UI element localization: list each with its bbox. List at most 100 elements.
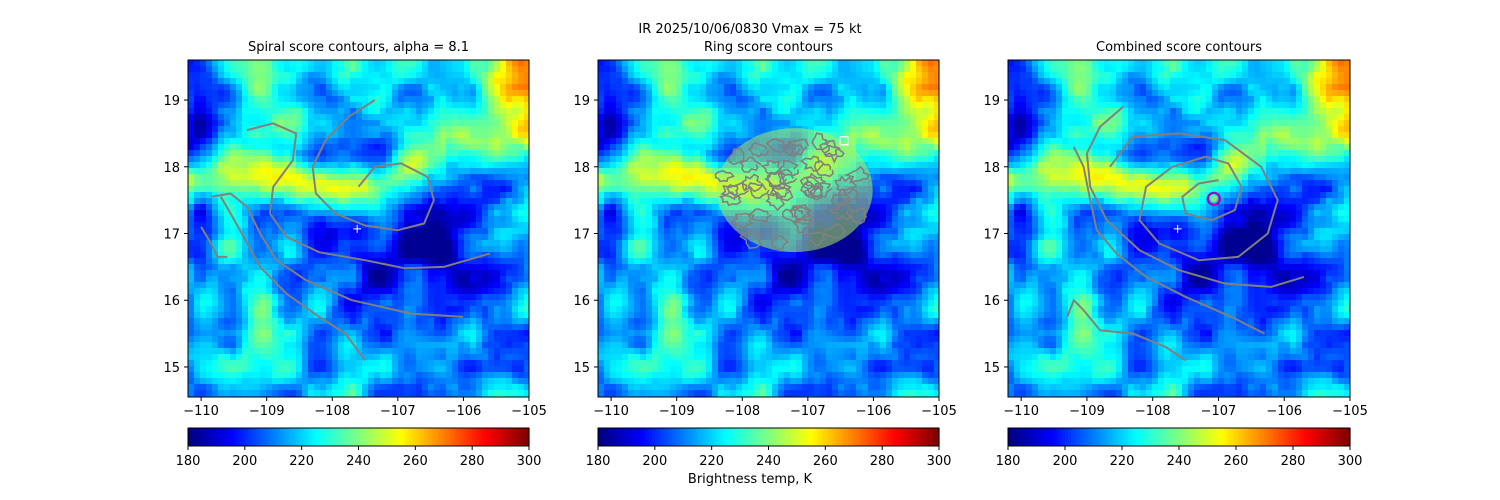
colorbar-tick-label: 240 — [346, 454, 371, 469]
ring-contour — [719, 191, 742, 207]
colorbar-tick-label: 280 — [460, 454, 485, 469]
y-tick-label: 16 — [983, 294, 1000, 309]
ring-contour — [765, 191, 786, 212]
ring-contour — [714, 169, 735, 183]
colorbar-3: 180 200 220 240 260 280 300 — [996, 427, 1363, 469]
ring-contour — [837, 187, 860, 203]
contour-line — [219, 196, 366, 361]
y-tick-label: 18 — [573, 161, 590, 176]
colorbar-tick-label: 200 — [1053, 454, 1078, 469]
ring-contour — [727, 147, 745, 166]
x-tick-label: −105 — [921, 404, 957, 419]
y-tick-label: 15 — [573, 361, 590, 376]
ring-contour — [813, 160, 834, 178]
colorbar-tick-label: 180 — [996, 454, 1021, 469]
ring-contour — [772, 184, 794, 202]
panel-1: Spiral score contours, alpha = 8.1 −110 −1… — [163, 40, 546, 469]
x-tick-label: −105 — [511, 404, 547, 419]
score-contours-2 — [714, 128, 873, 253]
ring-contour — [828, 201, 853, 221]
ring-contour — [830, 193, 850, 208]
ring-contour — [834, 175, 858, 195]
colorbar-tick-label: 180 — [586, 454, 611, 469]
ring-contour — [747, 142, 770, 158]
contour-line — [246, 122, 490, 270]
axes-frame-3 — [1007, 59, 1351, 398]
x-tick-label: −109 — [1069, 404, 1105, 419]
contour-line — [200, 226, 228, 258]
colorbar-1: 180 200 220 240 260 280 300 — [176, 427, 542, 469]
y-tick-label: 15 — [983, 361, 1000, 376]
colorbar-tick-label: 260 — [403, 454, 428, 469]
colorbar-tick-label: 260 — [813, 454, 838, 469]
x-tick-label: −107 — [790, 404, 826, 419]
ring-contour — [799, 155, 825, 173]
x-tick-label: −106 — [446, 404, 482, 419]
x-tick-label: −107 — [380, 404, 416, 419]
ring-contour — [766, 171, 787, 190]
ring-contour — [811, 132, 830, 151]
y-tick-label: 16 — [573, 294, 590, 309]
colorbar-tick-label: 300 — [517, 454, 542, 469]
ring-contour — [769, 181, 792, 200]
axes-frame-2 — [597, 59, 940, 398]
center-plus-marker — [353, 224, 362, 233]
x-tick-label: −109 — [659, 404, 695, 419]
x-tick-label: −106 — [1266, 404, 1302, 419]
axes-frame-1 — [187, 59, 530, 398]
y-tick-label: 19 — [983, 94, 1000, 109]
colorbar-tick-label: 260 — [1224, 454, 1249, 469]
colorbar-tick-label: 280 — [1281, 454, 1306, 469]
ring-center-square-marker — [839, 136, 849, 146]
colorbar-label: Brightness temp, K — [687, 472, 813, 487]
x-tick-label: −108 — [724, 404, 760, 419]
ring-contour — [809, 182, 833, 198]
ring-contour-cluster — [714, 128, 873, 253]
contour-line — [210, 192, 464, 318]
x-tick-label: −107 — [1201, 404, 1237, 419]
contour-line — [1085, 105, 1305, 288]
ring-contour — [764, 171, 787, 189]
ring-contour — [739, 156, 762, 173]
ring-contour — [731, 212, 755, 228]
x-tick-label: −110 — [183, 404, 219, 419]
panel-3: Combined score contours −110 −109 −108 −107 −… — [983, 40, 1367, 469]
colorbar-tick-label: 220 — [1110, 454, 1135, 469]
y-tick-label: 18 — [983, 161, 1000, 176]
colorbar-tick-label: 240 — [756, 454, 781, 469]
ring-contour — [824, 223, 847, 239]
y-tick-label: 18 — [163, 161, 180, 176]
contour-line — [311, 99, 435, 232]
x-tick-label: −108 — [1135, 404, 1171, 419]
ring-contour — [788, 204, 812, 222]
ring-contour — [849, 207, 868, 225]
y-tick-label: 15 — [163, 361, 180, 376]
y-tick-label: 19 — [573, 94, 590, 109]
contour-line — [1109, 132, 1279, 262]
ring-contour — [771, 234, 790, 251]
ring-contour — [781, 141, 804, 157]
colorbar-tick-label: 300 — [1338, 454, 1363, 469]
ring-contour — [805, 231, 827, 247]
score-contours-3 — [1066, 105, 1305, 362]
x-tick-label: −110 — [593, 404, 629, 419]
figure-suptitle: IR 2025/10/06/0830 Vmax = 75 kt — [638, 22, 862, 37]
panel-2: Ring score contours −110 −109 −108 −107 −106 −… — [573, 40, 956, 469]
x-tick-label: −108 — [314, 404, 350, 419]
x-tick-label: −105 — [1332, 404, 1368, 419]
center-plus-marker — [1173, 224, 1182, 233]
y-tick-label: 17 — [163, 228, 180, 243]
colorbar-tick-label: 280 — [870, 454, 895, 469]
ring-contour — [741, 173, 764, 193]
colorbar-tick-label: 240 — [1167, 454, 1192, 469]
colorbar-tick-label: 200 — [232, 454, 257, 469]
heatmap-image-1 — [188, 60, 530, 398]
colorbar-tick-label: 220 — [289, 454, 314, 469]
ring-contour — [787, 138, 810, 156]
panel-title-1: Spiral score contours, alpha = 8.1 — [248, 40, 469, 55]
contour-line — [1066, 299, 1187, 362]
ring-contour — [720, 183, 739, 201]
colorbar-tick-label: 180 — [176, 454, 201, 469]
y-tick-label: 19 — [163, 94, 180, 109]
